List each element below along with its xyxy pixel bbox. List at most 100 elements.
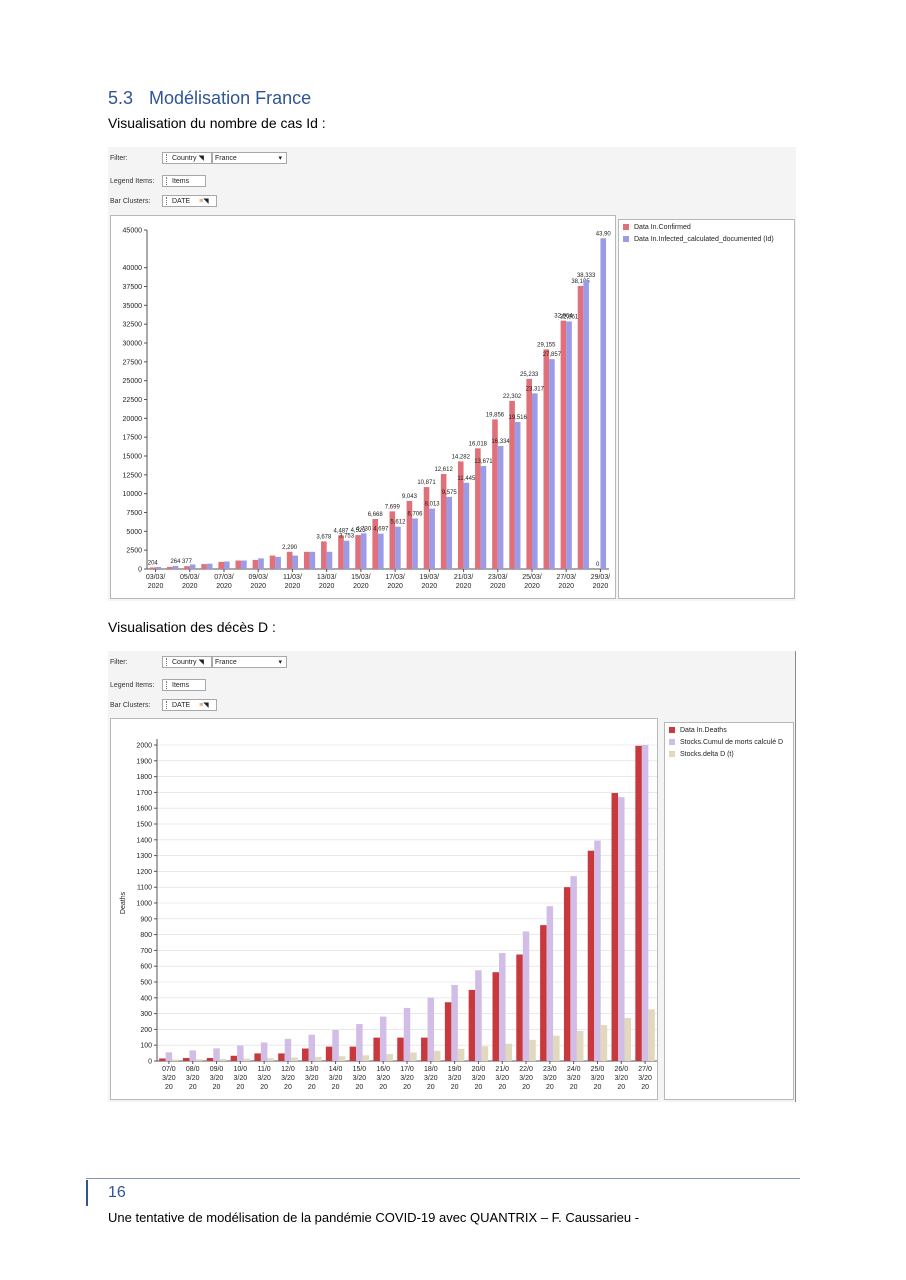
legend-entry-confirmed: Data In.Confirmed: [623, 224, 691, 231]
x-tick-label: 20: [594, 1084, 602, 1091]
footer-rule: [86, 1178, 800, 1179]
data-label: 23,317: [526, 386, 545, 392]
y-tick-label: 1000: [136, 901, 152, 908]
bar-infected: [600, 238, 607, 569]
data-label: 10,871: [417, 480, 436, 486]
y-tick-label: 2000: [136, 743, 152, 750]
bar-infected: [566, 321, 572, 569]
bar-confirmed: [492, 419, 498, 569]
bar-delta: [457, 1048, 465, 1061]
data-label: 9,575: [442, 490, 458, 496]
panel-scroll-edge: [795, 651, 796, 1102]
chart1-frame: 0 2500 5000 7500 10000 12500 15000 17500 20000 22…: [110, 215, 616, 599]
chart2-heading: Visualisation des décès D :: [108, 619, 276, 635]
x-tick-label: 3/20: [376, 1075, 390, 1082]
x-tick-label: 20: [165, 1084, 173, 1091]
y-tick-label: 0: [138, 567, 142, 574]
data-label: 12,612: [434, 467, 453, 473]
y-tick-label: 300: [140, 1011, 152, 1018]
x-tick-label: 3/20: [424, 1075, 438, 1082]
bar-clusters-label: Bar Clusters:: [110, 702, 151, 709]
filter-country-select[interactable]: France ▾: [212, 656, 287, 668]
x-tick-label: 09/03/: [248, 574, 268, 581]
bar-infected: [155, 567, 162, 569]
x-tick-label: 17/0: [400, 1066, 414, 1073]
bar-infected: [378, 533, 384, 569]
filter-country-chip[interactable]: Country ◥: [162, 152, 212, 164]
bar-cumul: [522, 931, 530, 1061]
bar-delta: [195, 1059, 203, 1061]
y-tick-label: 700: [140, 948, 152, 955]
legend-entry-infected: Data In.Infected_calculated_documented (…: [623, 236, 774, 243]
y-tick-label: 400: [140, 995, 152, 1002]
legend-items-chip[interactable]: Items: [162, 175, 206, 187]
bar-clusters-chip[interactable]: DATE ≡◥: [162, 195, 217, 207]
bar-confirmed: [167, 566, 173, 569]
bar-deaths: [611, 793, 619, 1061]
data-label: 6,668: [368, 512, 384, 518]
y-tick-label: 45000: [123, 228, 143, 235]
y-axis-title: Deaths: [120, 891, 127, 914]
bar-confirmed: [235, 560, 242, 569]
x-tick-label: 3/20: [448, 1075, 462, 1082]
x-tick-label: 20: [522, 1084, 530, 1091]
bar-cumul: [308, 1034, 316, 1061]
bar-cumul: [332, 1030, 339, 1061]
bar-infected: [206, 563, 213, 569]
x-tick-label: 20: [355, 1084, 363, 1091]
x-tick-label: 27/0: [638, 1066, 652, 1073]
legend-items-chip[interactable]: Items: [162, 679, 206, 691]
x-tick-label: 11/03/: [283, 574, 302, 581]
bar-confirmed: [389, 511, 396, 569]
x-tick-label: 03/03/: [146, 574, 166, 581]
x-tick-label: 3/20: [329, 1075, 343, 1082]
bar-infected: [480, 466, 487, 569]
bar-confirmed: [355, 535, 361, 569]
bar-confirmed: [406, 500, 413, 569]
legend-swatch: [669, 751, 675, 758]
bar-deaths: [540, 925, 547, 1061]
bar-clusters-chip[interactable]: DATE ≡◥: [162, 699, 217, 711]
bar-cumul: [570, 876, 577, 1061]
data-label: 4,523: [351, 528, 367, 534]
x-tick-label: 2020: [285, 583, 301, 590]
y-tick-label: 17500: [123, 435, 143, 442]
x-tick-label: 20: [260, 1084, 268, 1091]
y-tick-label: 100: [140, 1043, 152, 1050]
y-tick-label: 1100: [137, 885, 152, 892]
x-tick-label: 13/0: [305, 1066, 319, 1073]
x-tick-label: 24/0: [567, 1066, 581, 1073]
legend-items-label: Legend Items:: [110, 682, 155, 689]
bar-deaths: [587, 850, 595, 1061]
x-tick-label: 20: [641, 1084, 649, 1091]
bar-deaths: [182, 1057, 190, 1061]
data-label: 264: [170, 559, 181, 565]
bar-delta: [386, 1054, 393, 1061]
page-number: 16: [108, 1184, 126, 1201]
bar-deaths: [278, 1053, 285, 1061]
y-tick-label: 5000: [126, 529, 142, 536]
section-heading: 5.3 Modélisation France: [108, 88, 311, 109]
x-tick-label: 09/0: [210, 1066, 224, 1073]
section-title-text: Modélisation France: [149, 88, 312, 108]
x-tick-label: 21/0: [495, 1066, 509, 1073]
bar-infected: [532, 393, 538, 569]
bar-deaths: [468, 989, 476, 1061]
x-tick-label: 20: [403, 1084, 411, 1091]
bar-delta: [529, 1039, 536, 1061]
bar-infected: [583, 280, 589, 569]
bar-cumul: [451, 985, 458, 1061]
y-tick-label: 2500: [126, 548, 142, 555]
filter-country-select[interactable]: France ▾: [212, 152, 287, 164]
y-tick-label: 1900: [136, 758, 152, 765]
x-tick-label: 3/20: [353, 1075, 367, 1082]
y-tick-label: 7500: [126, 510, 142, 517]
y-tick-label: 600: [140, 964, 152, 971]
filter-country-chip[interactable]: Country ◥: [162, 656, 212, 668]
x-tick-label: 20: [332, 1084, 340, 1091]
x-tick-label: 08/0: [186, 1066, 200, 1073]
bar-infected: [326, 551, 333, 569]
x-tick-label: 2020: [387, 583, 403, 590]
x-tick-label: 20: [213, 1084, 221, 1091]
data-label: 32,861: [560, 314, 579, 320]
